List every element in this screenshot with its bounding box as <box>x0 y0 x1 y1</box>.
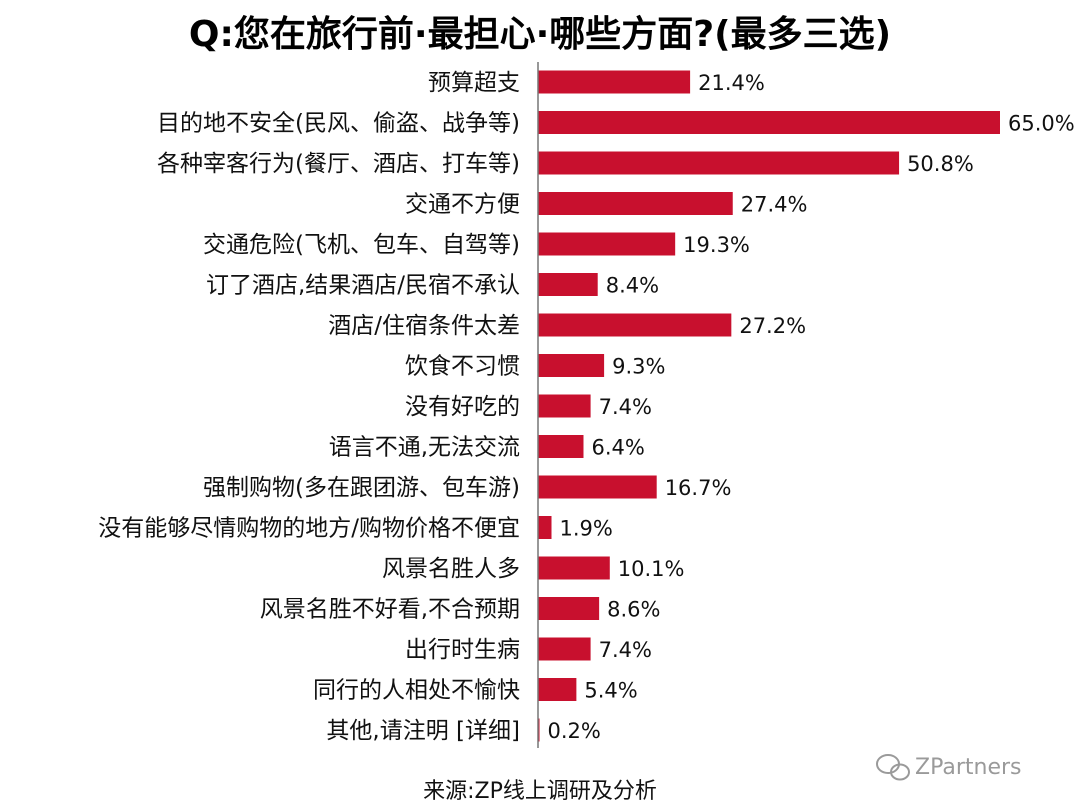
category-label: 交通危险(飞机、包车、自驾等) <box>203 232 520 258</box>
bar <box>538 597 600 620</box>
watermark-text: ZPartners <box>915 755 1022 780</box>
bar <box>538 192 733 215</box>
category-label: 预算超支 <box>428 70 520 96</box>
source-note: 来源:ZP线上调研及分析 <box>423 779 657 804</box>
category-label: 其他,请注明 [详细] <box>326 718 520 744</box>
watermark: ZPartners <box>876 754 1022 781</box>
category-label: 同行的人相处不愉快 <box>313 678 520 704</box>
bar <box>538 273 598 296</box>
category-label: 没有能够尽情购物的地方/购物价格不便宜 <box>98 516 520 542</box>
bar <box>538 313 732 337</box>
data-label: 1.9% <box>560 517 613 541</box>
bar <box>538 111 1000 134</box>
bar <box>538 556 610 580</box>
bars-group: 预算超支 21.4% 目的地不安全(民风、偷盗、战争等) 65.0% 各种宰客行为(餐厅… <box>98 70 1074 744</box>
data-label: 65.0% <box>1008 112 1075 136</box>
category-label: 各种宰客行为(餐厅、酒店、打车等) <box>157 151 520 177</box>
bar <box>538 678 577 701</box>
bar <box>538 516 552 539</box>
category-label: 饮食不习惯 <box>405 354 520 380</box>
data-label: 5.4% <box>584 679 637 703</box>
category-label: 订了酒店,结果酒店/民宿不承认 <box>206 273 520 299</box>
category-label: 强制购物(多在跟团游、包车游) <box>203 475 520 501</box>
data-label: 9.3% <box>612 355 665 379</box>
bar <box>538 70 691 94</box>
data-label: 27.4% <box>741 193 808 217</box>
data-label: 10.1% <box>618 557 685 581</box>
data-label: 7.4% <box>599 638 652 662</box>
data-label: 16.7% <box>665 476 732 500</box>
bar <box>538 151 900 175</box>
bar <box>538 394 591 418</box>
category-label: 交通不方便 <box>405 192 520 218</box>
category-label: 目的地不安全(民风、偷盗、战争等) <box>157 111 520 137</box>
bar <box>538 475 657 499</box>
bar <box>538 354 605 377</box>
wechat-icon <box>876 754 910 781</box>
category-label: 没有好吃的 <box>405 394 520 420</box>
data-label: 8.6% <box>607 598 660 622</box>
category-label: 风景名胜不好看,不合预期 <box>260 597 520 623</box>
data-label: 7.4% <box>599 395 652 419</box>
category-label: 酒店/住宿条件太差 <box>328 313 520 339</box>
data-label: 21.4% <box>698 71 765 95</box>
bar <box>538 637 591 661</box>
category-label: 风景名胜人多 <box>382 556 520 582</box>
chart-title: Q:您在旅行前·最担心·哪些方面?(最多三选) <box>189 14 891 55</box>
data-label: 6.4% <box>591 436 644 460</box>
bar <box>538 435 584 458</box>
data-label: 0.2% <box>548 719 601 743</box>
bar <box>538 232 676 256</box>
category-label: 语言不通,无法交流 <box>329 435 520 461</box>
category-label: 出行时生病 <box>405 637 520 663</box>
data-label: 8.4% <box>606 274 659 298</box>
data-label: 50.8% <box>907 152 974 176</box>
data-label: 19.3% <box>683 233 750 257</box>
data-label: 27.2% <box>739 314 806 338</box>
